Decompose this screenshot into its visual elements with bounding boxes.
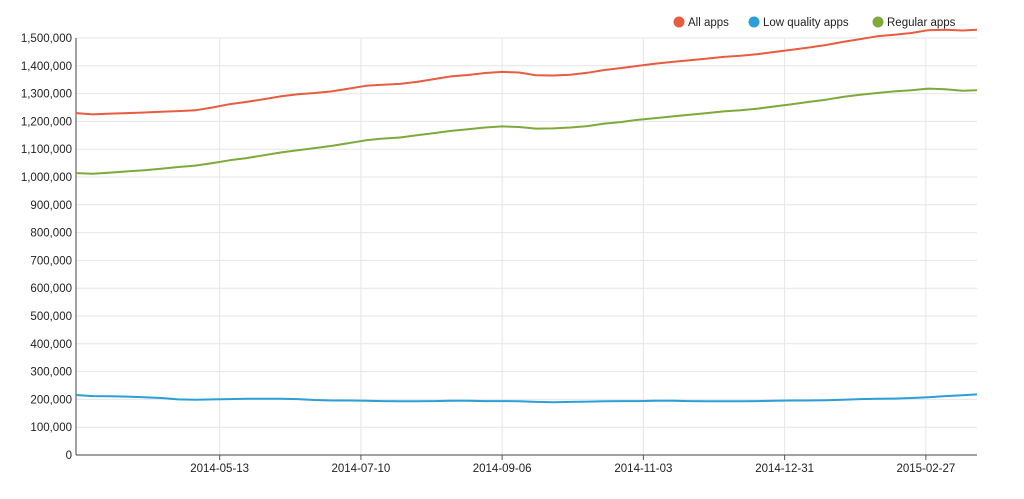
y-tick-label: 1,500,000 bbox=[21, 33, 72, 45]
y-tick-label: 1,300,000 bbox=[21, 89, 72, 101]
x-axis-ticks: 2014-05-13 2014-07-10 2014-09-06 2014-11-03… bbox=[190, 455, 955, 475]
y-tick-label: 900,000 bbox=[30, 200, 72, 212]
legend-marker bbox=[673, 16, 685, 28]
y-tick-label: 1,200,000 bbox=[21, 116, 72, 128]
y-tick-label: 1,000,000 bbox=[21, 172, 72, 184]
x-tick-label: 2014-05-13 bbox=[190, 463, 249, 475]
x-tick-label: 2015-02-27 bbox=[896, 463, 955, 475]
grid bbox=[76, 37, 977, 455]
legend-item-low-quality-apps[interactable]: Low quality apps bbox=[748, 16, 849, 30]
legend-label: All apps bbox=[688, 17, 729, 29]
series-line-all-apps bbox=[75, 28, 978, 116]
x-tick-label: 2014-07-10 bbox=[331, 463, 390, 475]
x-tick-label: 2014-11-03 bbox=[614, 463, 672, 475]
legend-label: Regular apps bbox=[887, 17, 956, 29]
y-tick-label: 300,000 bbox=[30, 367, 72, 379]
x-tick-label: 2014-09-06 bbox=[473, 463, 532, 475]
y-tick-label: 700,000 bbox=[30, 255, 72, 267]
y-tick-label: 0 bbox=[66, 450, 72, 462]
series-line-low-quality-apps bbox=[75, 393, 978, 404]
y-tick-label: 1,400,000 bbox=[21, 61, 72, 73]
legend-marker bbox=[872, 16, 884, 28]
y-tick-label: 100,000 bbox=[30, 422, 72, 434]
y-tick-label: 1,100,000 bbox=[21, 144, 72, 156]
y-tick-label: 200,000 bbox=[30, 394, 72, 406]
legend-label: Low quality apps bbox=[763, 17, 849, 29]
y-tick-label: 500,000 bbox=[30, 311, 72, 323]
legend-item-all-apps[interactable]: All apps bbox=[673, 16, 730, 30]
y-tick-label: 600,000 bbox=[30, 283, 72, 295]
axes bbox=[75, 38, 977, 456]
y-tick-label: 400,000 bbox=[30, 339, 72, 351]
y-axis-ticks: 0 100,000 200,000 300,000 400,000 500,000 600,… bbox=[21, 33, 72, 462]
x-tick-label: 2014-12-31 bbox=[755, 463, 814, 475]
series-lines bbox=[75, 28, 978, 404]
legend-marker bbox=[748, 16, 760, 28]
y-tick-label: 800,000 bbox=[30, 228, 72, 240]
series-line-regular-apps bbox=[75, 87, 978, 175]
legend-item-regular-apps[interactable]: Regular apps bbox=[872, 16, 956, 30]
legend[interactable]: All apps Low quality apps Regular apps bbox=[673, 16, 956, 30]
